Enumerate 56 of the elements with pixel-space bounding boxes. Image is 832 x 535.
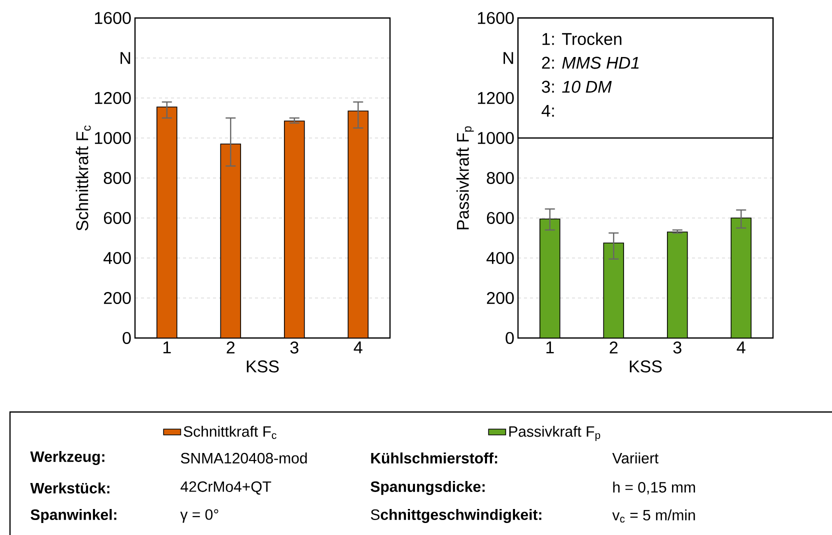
y-tick-label: 1600 <box>94 12 131 24</box>
text: Schnittgeschwindigkeit: <box>370 508 542 524</box>
y-tick-label: 1000 <box>94 132 131 144</box>
x-tick-label: 3 <box>673 342 682 354</box>
x-tick-label: 1 <box>163 342 171 354</box>
text: Variiert <box>612 452 658 464</box>
legend-label: Schnittkraft F$_{c}$ <box>184 426 276 439</box>
x-tick-label: 2 <box>226 342 234 354</box>
y-tick-label: 800 <box>104 172 131 184</box>
y-tick-label: N <box>504 52 514 64</box>
bar <box>539 218 560 338</box>
x-tick-label: 4 <box>736 342 746 354</box>
y-tick-label: 600 <box>104 212 131 224</box>
text: Kühlschmierstoff: <box>371 452 498 464</box>
bar <box>156 106 178 338</box>
x-tick-label: 1 <box>546 342 554 354</box>
y-tick-label: 600 <box>486 212 514 224</box>
y-tick-label: 800 <box>486 172 514 184</box>
y-axis-title: Passivkraft F$_{p}$ <box>456 126 474 230</box>
y-tick-label: 200 <box>486 292 514 304</box>
text: SNMA120408-mod <box>180 452 307 464</box>
legend-label: Passivkraft F$_{p}$ <box>509 426 600 442</box>
y-axis-title: Schnittkraft F$_{c}$ <box>76 126 91 231</box>
bar <box>666 232 688 338</box>
x-axis-title: KSS <box>630 360 662 372</box>
annotation: 2: MMS HD1 <box>542 56 639 69</box>
y-tick-label: 1600 <box>478 12 514 24</box>
text: Werkstück: <box>30 482 110 494</box>
x-tick-label: 2 <box>610 342 618 354</box>
y-tick-label: 1200 <box>94 92 131 104</box>
y-tick-label: 1000 <box>478 132 514 144</box>
y-tick-label: N <box>120 52 130 64</box>
y-tick-label: 200 <box>104 292 131 304</box>
x-tick-label: 3 <box>290 342 298 354</box>
text: h = 0,15 mm <box>613 482 695 494</box>
text: Spanwinkel: <box>30 508 116 523</box>
text: Spanungsdicke: <box>370 480 485 496</box>
bar <box>284 120 305 338</box>
annotation: 3: 10 DM <box>542 80 612 93</box>
bar <box>730 218 752 338</box>
text: v$_{c}$ = 5 m/min <box>612 509 695 523</box>
bar <box>603 242 624 338</box>
y-tick-label: 0 <box>122 332 131 344</box>
bar <box>220 144 242 338</box>
x-tick-label: 4 <box>354 342 362 354</box>
annotation: 4: <box>542 104 554 117</box>
text: Werkzeug: <box>30 450 104 466</box>
y-tick-label: 400 <box>104 252 131 264</box>
y-tick-label: 0 <box>506 332 514 344</box>
x-axis-title: KSS <box>246 360 279 372</box>
bar <box>348 110 369 338</box>
annotation: 1: Trocken <box>542 32 622 46</box>
y-tick-label: 400 <box>486 252 514 264</box>
y-tick-label: 1200 <box>478 92 514 104</box>
text: 42CrMo4+QT <box>180 481 272 495</box>
text: γ = 0° <box>180 509 218 523</box>
